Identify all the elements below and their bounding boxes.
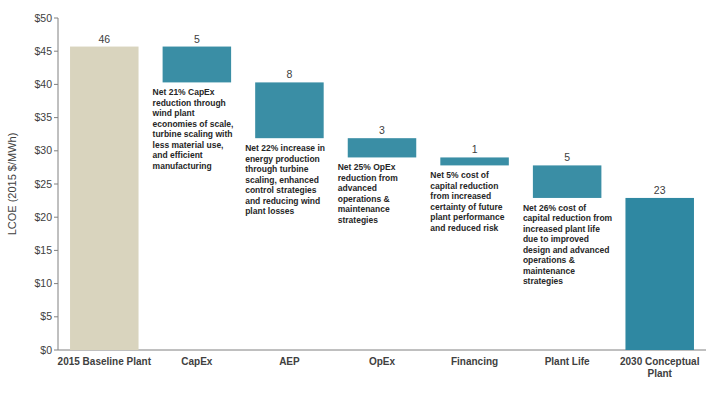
y-tick [54, 84, 58, 85]
annotation-line: energy production [245, 154, 320, 164]
annotation-line: plant performance [430, 212, 504, 222]
y-tick [54, 18, 58, 19]
y-tick-label: $20 [34, 211, 52, 223]
annotation-line: strategies [338, 215, 378, 225]
annotation-line: Net 25% OpEx [338, 162, 396, 172]
annotation-line: wind plant [152, 108, 195, 118]
bar [348, 138, 417, 157]
annotation-line: due to improved [523, 234, 589, 244]
data-label: 5 [564, 151, 570, 163]
y-axis-title: LCOE (2015 $/MWh) [6, 133, 18, 236]
y-tick-label: $10 [34, 277, 52, 289]
annotation-line: maintenance [523, 266, 575, 276]
annotation-line: and reducing wind [245, 196, 320, 206]
annotation-line: economies of scale, [153, 119, 234, 129]
y-tick-label: $30 [34, 144, 52, 156]
data-label: 3 [379, 124, 385, 136]
y-tick-label: $0 [40, 344, 52, 356]
x-tick-label: CapEx [181, 356, 213, 367]
annotation-line: Net 26% cost of [523, 203, 586, 213]
annotation-line: Net 21% CapEx [153, 87, 215, 97]
chart: $0 $5 $10 $15 $20 $25 $30 $35 $40 $45 $50 LCOE (201… [0, 0, 728, 393]
data-label: 1 [472, 143, 478, 155]
annotation-line: reduction from [338, 173, 398, 183]
bar [440, 157, 509, 165]
x-tick-label: 2015 Baseline Plant [58, 356, 152, 367]
x-tick-label-line: Plant [647, 368, 672, 379]
annotation-line: and reduced risk [430, 223, 498, 233]
bar [163, 47, 232, 83]
data-label: 46 [98, 33, 110, 45]
annotation-line: capital reduction from [523, 213, 613, 223]
annotation-line: advanced [338, 183, 377, 193]
annotation-line: operations & [523, 255, 575, 265]
annotation-line: plant losses [245, 206, 294, 216]
data-label: 5 [194, 33, 200, 45]
y-tick [54, 117, 58, 118]
annotation-line: capital reduction [430, 181, 498, 191]
data-label: 8 [287, 68, 293, 80]
annotation-line: and efficient [153, 150, 203, 160]
y-tick [54, 316, 58, 317]
y-tick-label: $5 [40, 310, 52, 322]
annotation-line: less material use, [153, 140, 224, 150]
annotation-line: through turbine [245, 164, 309, 174]
data-label: 23 [654, 184, 666, 196]
y-tick [54, 283, 58, 284]
annotation-line: Net 22% increase in [245, 143, 325, 153]
bar [255, 82, 324, 138]
y-tick [54, 51, 58, 52]
x-axis-line [58, 350, 706, 351]
annotation-line: increased plant life [523, 224, 600, 234]
annotation-line: maintenance [338, 204, 390, 214]
annotation-line: from increased [430, 191, 491, 201]
x-tick-label-line: 2030 Conceptual [620, 356, 700, 367]
annotation-line: certainty of future [430, 202, 503, 212]
annotation-line: turbine scaling with [153, 129, 233, 139]
y-tick [54, 250, 58, 251]
annotation-line: control strategies [245, 185, 317, 195]
y-tick-label: $35 [34, 111, 52, 123]
x-tick-label: AEP [279, 356, 300, 367]
bar [533, 165, 602, 198]
annotation-line: scaling, enhanced [245, 175, 319, 185]
annotation-line: reduction through [153, 98, 226, 108]
x-tick-label: Plant Life [545, 356, 590, 367]
annotation-line: strategies [523, 276, 563, 286]
annotation-line: design and advanced [523, 245, 609, 255]
annotation-line: Net 5% cost of [430, 170, 489, 180]
y-tick [54, 217, 58, 218]
annotation-line: manufacturing [153, 161, 212, 171]
y-tick-label: $50 [34, 12, 52, 24]
x-tick-label: 2030 ConceptualPlant [620, 356, 700, 379]
y-tick [54, 150, 58, 151]
bar [70, 47, 139, 350]
y-tick-label: $45 [34, 45, 52, 57]
x-tick-label: OpEx [369, 356, 396, 367]
y-tick-label: $25 [34, 178, 52, 190]
y-tick-label: $15 [34, 244, 52, 256]
annotation-line: operations & [338, 194, 390, 204]
bar [625, 198, 694, 350]
y-tick-label: $40 [34, 78, 52, 90]
y-tick [54, 184, 58, 185]
y-tick [54, 350, 58, 351]
x-tick-label: Financing [451, 356, 498, 367]
